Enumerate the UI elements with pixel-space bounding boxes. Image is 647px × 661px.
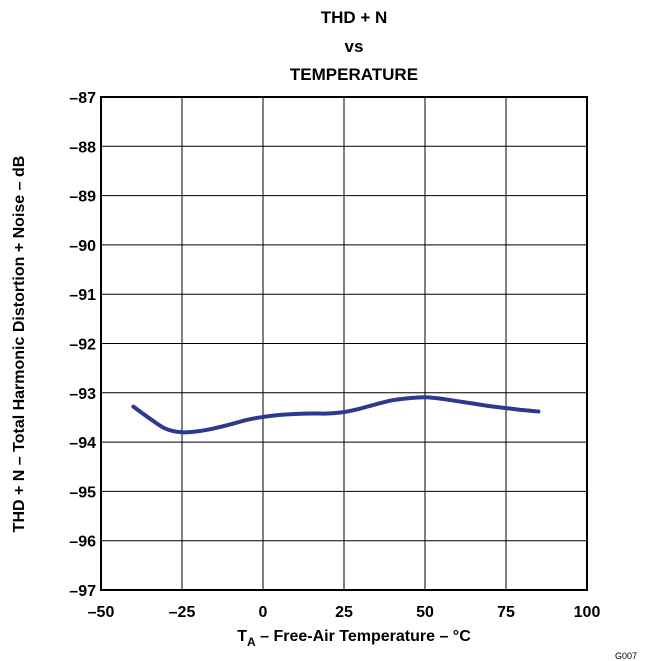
x-tick-label: 75 (497, 604, 515, 621)
x-axis-label-subscript: A (247, 635, 256, 649)
x-tick-label: 100 (574, 604, 601, 621)
y-tick-label: –89 (69, 189, 96, 206)
y-tick-label: –91 (69, 287, 96, 304)
y-tick-label: –90 (69, 238, 96, 255)
chart-title-line-2: vs (345, 37, 364, 56)
figure-code: G007 (615, 651, 637, 661)
chart-title-line-1: THD + N (321, 8, 388, 27)
y-tick-label: –93 (69, 386, 96, 403)
x-tick-label: 0 (259, 604, 268, 621)
y-tick-label: –94 (69, 435, 96, 452)
y-tick-label: –97 (69, 583, 96, 600)
y-tick-label: –95 (69, 484, 96, 501)
x-axis-label-symbol: T (237, 628, 247, 645)
x-axis-label: TA – Free-Air Temperature – °C (237, 628, 471, 649)
y-tick-label: –88 (69, 139, 96, 156)
y-tick-label: –96 (69, 534, 96, 551)
x-axis-label-text: – Free-Air Temperature – °C (256, 628, 472, 645)
y-tick-labels: –87 –88 –89 –90 –91 –92 –93 –94 –95 –96 –97 (69, 90, 96, 600)
y-tick-label: –87 (69, 90, 96, 107)
chart-title-line-3: TEMPERATURE (290, 65, 418, 84)
x-tick-label: –50 (88, 604, 115, 621)
thd-series-line (131, 395, 541, 435)
y-tick-label: –92 (69, 337, 96, 354)
data-series-layer (131, 395, 541, 435)
y-axis-label: THD + N – Total Harmonic Distortion + No… (11, 156, 28, 533)
x-tick-label: 25 (335, 604, 353, 621)
grid-lines (100, 96, 588, 591)
plot-area-frame (100, 96, 588, 591)
x-tick-label: –25 (169, 604, 196, 621)
x-tick-labels: –50 –25 0 25 50 75 100 (88, 604, 601, 621)
x-tick-label: 50 (416, 604, 434, 621)
